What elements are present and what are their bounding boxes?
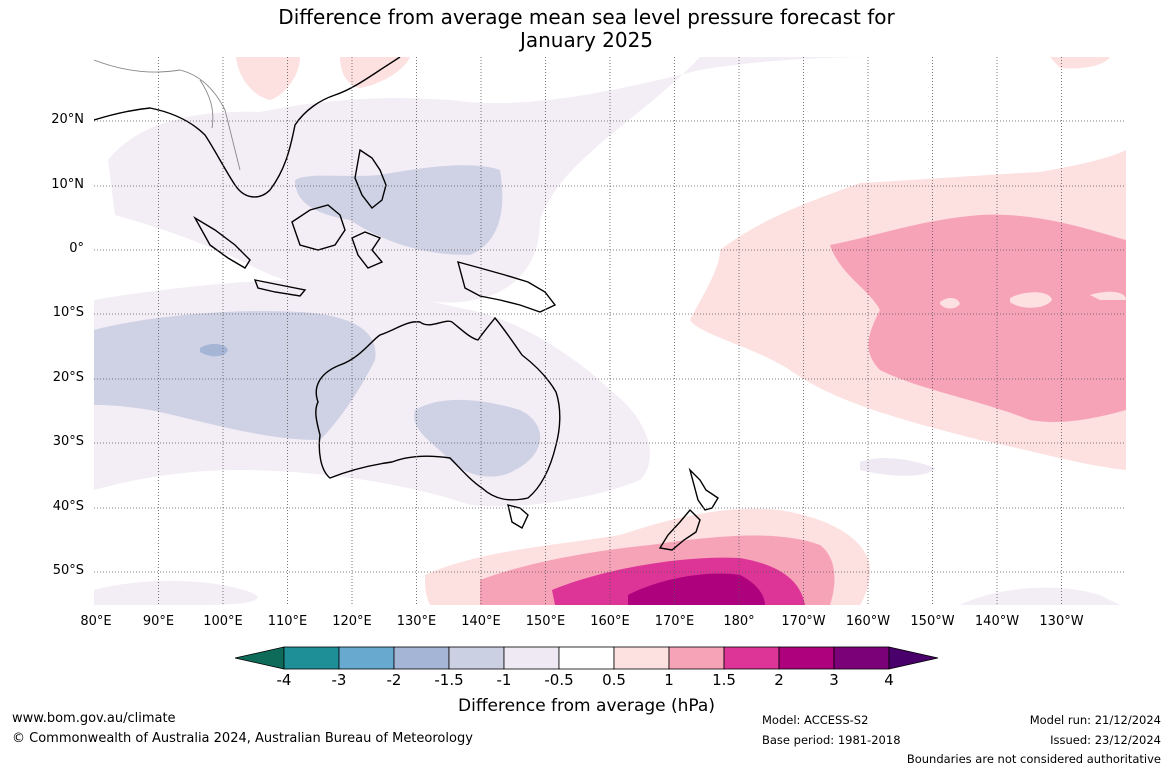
lon-label-130w: 130°W (1039, 614, 1084, 629)
anomaly-shading (94, 57, 1126, 605)
boundaries-disclaimer: Boundaries are not considered authoritat… (906, 752, 1161, 766)
colorbar-tick-label: -1 (496, 671, 512, 689)
colorbar-tick-label: 3 (829, 671, 839, 689)
colorbar-segment-4 (448, 646, 505, 670)
anomaly-region-positive-east-core (830, 214, 1126, 422)
lat-label-20n: 20°N (51, 112, 84, 127)
model-run-date: Model run: 21/12/2024 (1029, 713, 1161, 727)
new-guinea-coastline (457, 261, 557, 313)
graticule (94, 57, 1126, 605)
anomaly-region-light-negative-sw (94, 580, 258, 605)
lon-label-170e: 170°E (654, 614, 695, 629)
lat-label-10s: 10°S (52, 305, 84, 320)
anomaly-gap-3 (1090, 291, 1126, 300)
lon-label-140e: 140°E (461, 614, 501, 629)
australia-coastline (315, 316, 561, 501)
issued-date: Issued: 23/12/2024 (1050, 733, 1161, 747)
colorbar-segment-5 (503, 646, 560, 670)
colorbar-segment-2 (338, 646, 395, 670)
colorbar-tick-label: 4 (884, 671, 894, 689)
colorbar-segment-9 (723, 646, 780, 670)
anomaly-gap-1 (940, 298, 960, 309)
colorbar (234, 646, 939, 670)
colorbar-title: Difference from average (hPa) (458, 696, 715, 716)
colorbar-segment-1 (283, 646, 340, 670)
lon-label-150w: 150°W (910, 614, 955, 629)
lon-label-100e: 100°E (203, 614, 243, 629)
copyright-notice: © Commonwealth of Australia 2024, Austra… (12, 731, 473, 746)
colorbar-tick-label: 1 (664, 671, 674, 689)
anomaly-region-negative-core (200, 344, 228, 357)
colorbar-segment-0 (234, 646, 285, 670)
colorbar-tick-label: -2 (386, 671, 402, 689)
colorbar-segment-8 (668, 646, 725, 670)
website-link[interactable]: www.bom.gov.au/climate (12, 711, 176, 726)
map-title-line-1: Difference from average mean sea level p… (278, 5, 895, 29)
colorbar-segment-6 (558, 646, 615, 670)
lon-label-140w: 140°W (974, 614, 1020, 629)
lon-label-180: 180° (723, 614, 755, 629)
lon-label-80e: 80°E (80, 614, 112, 629)
anomaly-region-light-negative-far-se (960, 587, 1120, 605)
anomaly-gap-2 (1010, 292, 1052, 308)
colorbar-tick-label: 0.5 (602, 671, 626, 689)
colorbar-tick-label: -1.5 (434, 671, 464, 689)
sumatra-coastline (193, 216, 251, 269)
lat-label-40s: 40°S (52, 499, 84, 514)
colorbar-segment-12 (888, 646, 939, 670)
philippines-coastline (354, 148, 387, 209)
colorbar-segment-7 (613, 646, 670, 670)
asia-mainland-coastline (94, 57, 401, 198)
coastlines (94, 57, 719, 551)
borneo-coastline (291, 204, 346, 251)
anomaly-region-light-negative-se (860, 458, 935, 476)
lon-label-160e: 160°E (590, 614, 630, 629)
anomaly-region-negative-central (414, 399, 541, 477)
colorbar-segment-3 (393, 646, 450, 670)
lon-label-170w: 170°W (781, 614, 826, 629)
colorbar-tick-label: 1.5 (712, 671, 736, 689)
colorbar-segment-10 (778, 646, 835, 670)
colorbar-tick-label: 2 (774, 671, 784, 689)
anomaly-region-negative-west (94, 311, 376, 440)
lat-label-10n: 10°N (51, 177, 84, 192)
lat-label-20s: 20°S (52, 370, 84, 385)
lon-label-130e: 130°E (396, 614, 437, 629)
new-zealand-coastline (658, 467, 719, 551)
colorbar-tick-label: -3 (331, 671, 347, 689)
anomaly-region-negative-north (295, 165, 503, 255)
colorbar-segment-11 (833, 646, 890, 670)
java-coastline (253, 279, 307, 297)
sulawesi-coastline (351, 231, 384, 269)
map-title-line-2: January 2025 (519, 28, 654, 52)
lat-label-50s: 50°S (52, 563, 84, 578)
colorbar-tick-label: -0.5 (544, 671, 574, 689)
lon-label-160w: 160°W (845, 614, 891, 629)
country-borders (94, 59, 241, 171)
tasmania-coastline (507, 504, 529, 530)
model-name: Model: ACCESS-S2 (762, 713, 869, 727)
base-period: Base period: 1981-2018 (762, 733, 901, 747)
anomaly-region-positive-south-max (628, 573, 765, 605)
lat-label-0: 0° (69, 241, 84, 256)
anomaly-region-positive-north-1 (236, 57, 300, 100)
lon-label-120e: 120°E (332, 614, 372, 629)
lon-label-110e: 110°E (267, 614, 308, 629)
lat-label-30s: 30°S (52, 434, 84, 449)
anomaly-region-positive-north-3 (1050, 57, 1110, 69)
lon-label-90e: 90°E (142, 614, 175, 629)
lon-label-150e: 150°E (525, 614, 566, 629)
colorbar-tick-label: -4 (276, 671, 292, 689)
